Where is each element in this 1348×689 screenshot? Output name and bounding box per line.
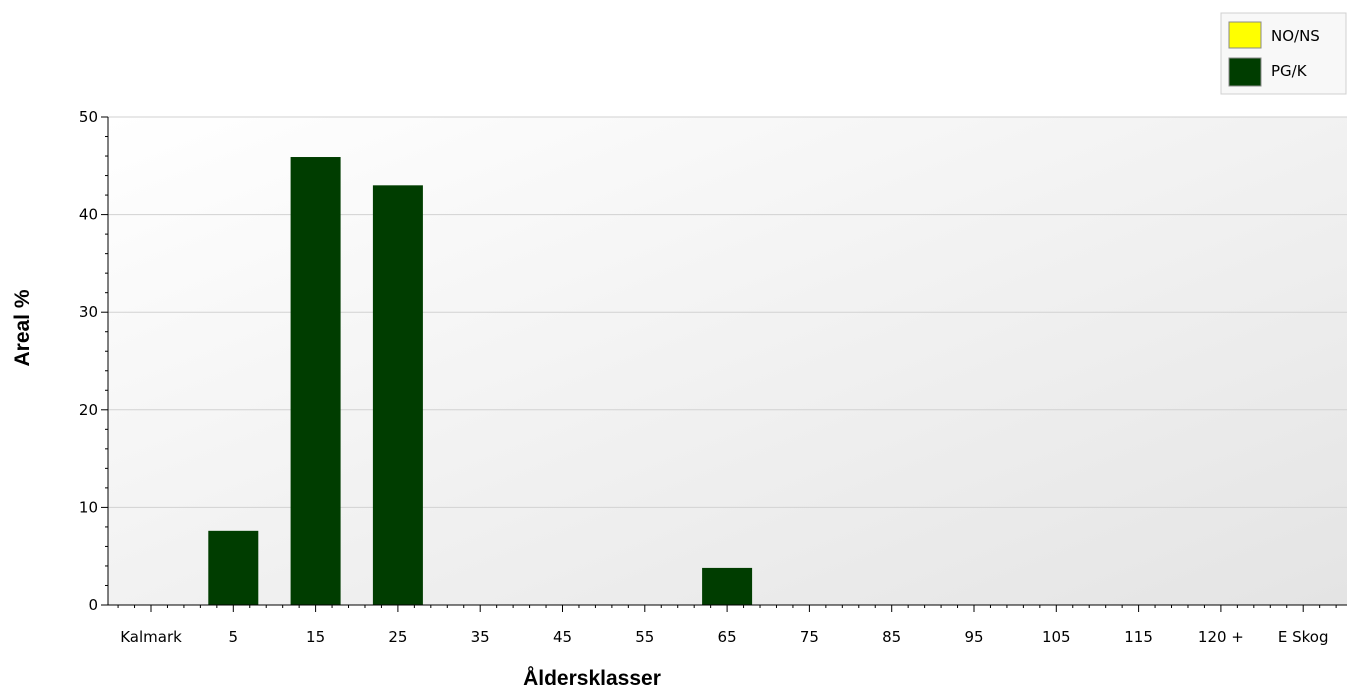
- bar: [290, 157, 341, 606]
- legend: NO/NS PG/K: [1220, 12, 1347, 95]
- bar: [208, 530, 259, 605]
- x-tick-label: 15: [306, 628, 325, 646]
- bar: [702, 567, 753, 605]
- x-axis-title: Åldersklasser: [523, 666, 661, 689]
- x-tick-label: 120 +: [1198, 628, 1244, 646]
- y-tick-label: 0: [88, 596, 98, 614]
- y-tick-label: 40: [79, 206, 98, 224]
- legend-swatch-pg-k: [1228, 57, 1262, 87]
- y-tick-label: 10: [79, 498, 98, 516]
- x-tick-label: E Skog: [1278, 628, 1329, 646]
- x-tick-label: 105: [1042, 628, 1071, 646]
- y-axis-title: Areal %: [11, 289, 34, 366]
- x-tick-label: 95: [964, 628, 983, 646]
- y-tick-label: 30: [79, 303, 98, 321]
- x-tick-label: 75: [800, 628, 819, 646]
- x-tick-label: 45: [553, 628, 572, 646]
- y-axis: 0 10 20 30 40 50: [79, 108, 108, 614]
- bars: [208, 157, 753, 606]
- legend-swatch-no-ns: [1228, 21, 1262, 49]
- x-tick-label: 65: [718, 628, 737, 646]
- x-tick-label: Kalmark: [120, 628, 182, 646]
- y-tick-label: 20: [79, 401, 98, 419]
- x-tick-label: 35: [471, 628, 490, 646]
- legend-label-no-ns: NO/NS: [1271, 27, 1320, 45]
- x-tick-label: 115: [1124, 628, 1153, 646]
- x-tick-label: 85: [882, 628, 901, 646]
- x-axis: Kalmark 5 15 25 35 45 55 65 75 85 95 105 115 120 + E S…: [117, 605, 1337, 646]
- legend-label-pg-k: PG/K: [1271, 62, 1308, 80]
- x-tick-label: 25: [388, 628, 407, 646]
- x-tick-label: 5: [229, 628, 239, 646]
- x-tick-label: 55: [635, 628, 654, 646]
- bar: [372, 185, 423, 605]
- y-tick-label: 50: [79, 108, 98, 126]
